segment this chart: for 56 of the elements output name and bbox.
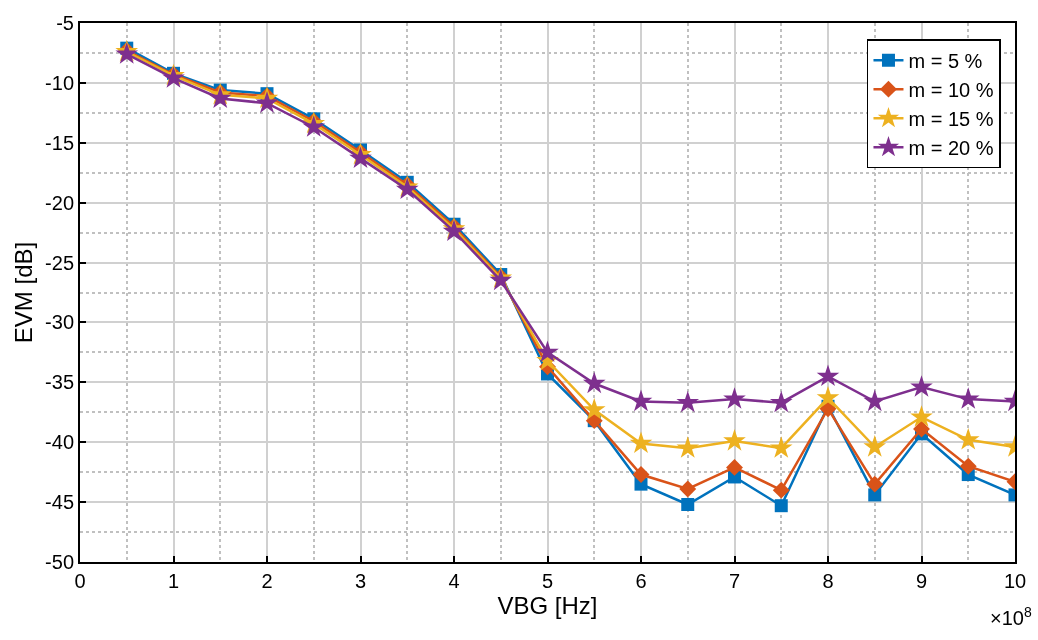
x-tick-label: 6 <box>635 570 647 592</box>
legend-label: m = 20 % <box>908 136 994 159</box>
y-tick-label: -45 <box>45 491 74 514</box>
x-tick-label: 5 <box>541 570 554 592</box>
point <box>863 435 887 457</box>
point <box>772 481 790 499</box>
point <box>769 436 793 458</box>
point <box>769 390 793 413</box>
y-tick-label: -15 <box>45 131 74 154</box>
point <box>582 397 606 420</box>
y-axis-title: EVM [dB] <box>9 241 37 344</box>
point <box>910 375 933 397</box>
x-tick-label: 7 <box>728 570 741 592</box>
y-tick-label: -20 <box>45 191 74 214</box>
x-tick-label: 4 <box>448 570 460 592</box>
point <box>679 480 697 498</box>
point <box>956 387 980 409</box>
x-tick-label: 1 <box>167 570 180 592</box>
point <box>774 499 788 513</box>
point <box>863 389 887 412</box>
point <box>632 466 650 484</box>
point <box>910 405 933 427</box>
legend-label: m = 10 % <box>908 78 994 101</box>
text: ×10$^{8}$ <box>990 604 1032 630</box>
point <box>816 364 840 386</box>
point <box>536 340 559 363</box>
point <box>959 457 977 475</box>
y-tick-label: -25 <box>45 251 74 274</box>
y-tick-label: -30 <box>45 311 74 334</box>
point <box>629 431 653 454</box>
x-tick-label: 8 <box>822 570 834 592</box>
point <box>956 427 980 450</box>
point <box>723 387 746 409</box>
legend-label: m = 15 % <box>908 107 994 130</box>
point <box>676 390 700 413</box>
point <box>866 475 884 493</box>
y-tick-label: -35 <box>45 371 74 394</box>
y-tick-label: -10 <box>45 71 74 94</box>
point <box>816 386 840 408</box>
x-axis-title: VBG [Hz] <box>497 592 598 619</box>
point <box>582 371 606 394</box>
point <box>723 429 746 451</box>
y-tick-label: -50 <box>45 551 74 573</box>
point <box>676 436 700 458</box>
x-tick-label: 10 <box>1003 570 1027 592</box>
x-tick-label: 2 <box>261 570 273 592</box>
x-tick-label: 0 <box>74 570 86 592</box>
x-tick-label: 3 <box>354 570 367 592</box>
point <box>726 458 743 476</box>
point <box>681 498 695 512</box>
y-tick-label: -40 <box>45 431 74 454</box>
point <box>629 389 653 412</box>
x-tick-label: 9 <box>915 570 928 592</box>
y-tick-label: -5 <box>56 12 74 34</box>
legend-label: m = 5 % <box>908 49 983 72</box>
point <box>255 91 279 113</box>
